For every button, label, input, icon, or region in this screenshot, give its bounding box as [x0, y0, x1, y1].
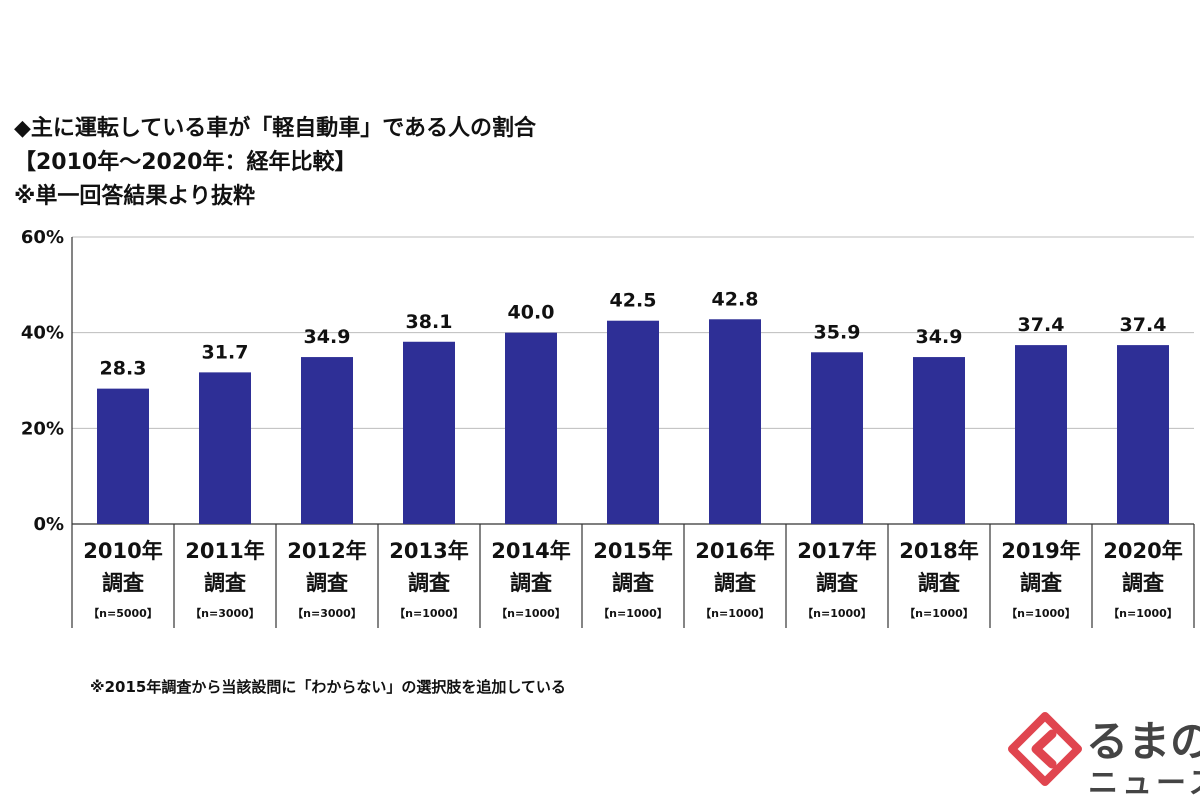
- x-tick-label-n: 【n=1000】: [904, 607, 974, 620]
- chart-note: ※単一回答結果より抜粋: [14, 184, 255, 209]
- x-tick-label-sub: 調査: [714, 571, 756, 595]
- x-tick-label-year: 2016年: [695, 539, 774, 563]
- data-label: 42.8: [712, 288, 759, 310]
- x-tick-label-n: 【n=1000】: [1108, 607, 1178, 620]
- x-tick-label-n: 【n=1000】: [598, 607, 668, 620]
- bar: [811, 352, 863, 524]
- data-label: 31.7: [202, 341, 249, 363]
- x-tick-label-sub: 調査: [306, 571, 348, 595]
- y-tick-label: 40%: [21, 323, 64, 344]
- x-tick-label-sub: 調査: [102, 571, 144, 595]
- footnote: ※2015年調査から当該設問に「わからない」の選択肢を追加している: [90, 678, 566, 696]
- bar: [1117, 345, 1169, 524]
- x-tick-label-year: 2017年: [797, 539, 876, 563]
- x-tick-label-n: 【n=1000】: [700, 607, 770, 620]
- data-label: 34.9: [304, 326, 351, 348]
- y-tick-label: 20%: [21, 418, 64, 439]
- x-tick-label-year: 2020年: [1103, 539, 1182, 563]
- chart-subtitle: 【2010年～2020年：経年比較】: [14, 150, 357, 175]
- kuruma-news-logo: るまの ニュース: [1008, 706, 1200, 801]
- x-tick-label-sub: 調査: [918, 571, 960, 595]
- x-tick-label-year: 2013年: [389, 539, 468, 563]
- x-tick-label-year: 2015年: [593, 539, 672, 563]
- x-tick-label-n: 【n=1000】: [802, 607, 872, 620]
- bar: [505, 332, 557, 524]
- x-tick-label-sub: 調査: [816, 571, 858, 595]
- data-label: 40.0: [508, 302, 555, 324]
- data-label: 35.9: [814, 321, 861, 343]
- y-tick-label: 0%: [33, 514, 64, 535]
- bar: [199, 372, 251, 524]
- x-tick-label-n: 【n=1000】: [394, 607, 464, 620]
- data-label: 34.9: [916, 326, 963, 348]
- x-tick-label-n: 【n=5000】: [88, 607, 158, 620]
- x-tick-label-year: 2010年: [83, 539, 162, 563]
- logo-text-sub: ニュース: [1088, 766, 1200, 801]
- x-tick-label-sub: 調査: [204, 571, 246, 595]
- data-label: 42.5: [610, 290, 657, 312]
- data-label: 38.1: [406, 311, 453, 333]
- data-label: 37.4: [1120, 314, 1167, 336]
- x-tick-label-n: 【n=3000】: [190, 607, 260, 620]
- bar: [97, 388, 149, 524]
- data-label: 28.3: [100, 358, 147, 380]
- bar: [403, 341, 455, 524]
- x-tick-label-sub: 調査: [408, 571, 450, 595]
- x-tick-label-year: 2019年: [1001, 539, 1080, 563]
- x-tick-label-year: 2012年: [287, 539, 366, 563]
- bar: [607, 320, 659, 524]
- bar: [709, 319, 761, 524]
- x-tick-label-n: 【n=1000】: [496, 607, 566, 620]
- x-tick-label-year: 2018年: [899, 539, 978, 563]
- chart-title: ◆主に運転している車が「軽自動車」である人の割合: [14, 116, 537, 141]
- x-tick-label-sub: 調査: [510, 571, 552, 595]
- x-tick-label-sub: 調査: [612, 571, 654, 595]
- chart-title-block: ◆主に運転している車が「軽自動車」である人の割合 【2010年～2020年：経年…: [14, 112, 536, 214]
- x-tick-label-year: 2014年: [491, 539, 570, 563]
- data-label: 37.4: [1018, 314, 1065, 336]
- logo-text-main: るまの: [1086, 717, 1200, 766]
- bar: [1015, 345, 1067, 524]
- bar: [913, 357, 965, 524]
- x-tick-label-year: 2011年: [185, 539, 264, 563]
- x-tick-label-sub: 調査: [1020, 571, 1062, 595]
- bar: [301, 357, 353, 524]
- x-tick-label-n: 【n=3000】: [292, 607, 362, 620]
- x-tick-label-n: 【n=1000】: [1006, 607, 1076, 620]
- x-tick-label-sub: 調査: [1122, 571, 1164, 595]
- y-tick-label: 60%: [21, 227, 64, 248]
- logo-mark-icon: [1008, 712, 1082, 786]
